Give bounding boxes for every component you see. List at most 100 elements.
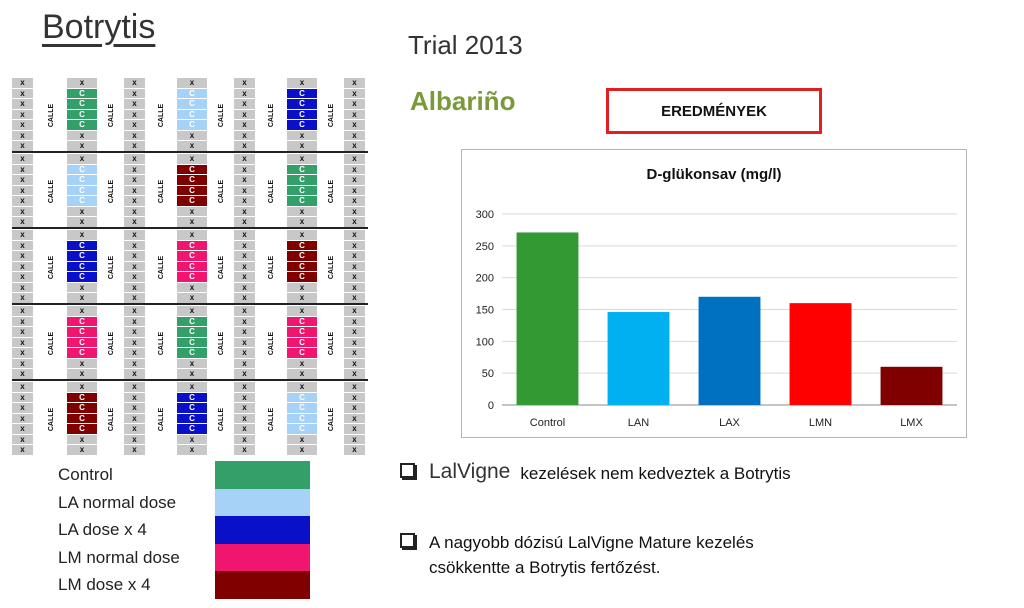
calle-column: CALLE [262, 381, 282, 457]
plot-cell-x: x [124, 392, 145, 402]
plot-cell-x: x [12, 164, 33, 174]
plot-cell-x: x [234, 316, 255, 326]
plot-cell-c: C [67, 196, 97, 206]
plot-cell-x: x [177, 130, 207, 140]
plot-cell-x: x [234, 240, 255, 250]
calle-column: CALLE [322, 305, 342, 381]
plot-cell-c: C [287, 120, 317, 130]
legend-label: LM normal dose [58, 548, 180, 567]
plot-cell-x: x [234, 78, 255, 88]
plot-cell-x: x [12, 175, 33, 185]
calle-column: CALLE [42, 229, 62, 305]
plot-cell-x: x [67, 78, 97, 88]
calle-column: CALLE [322, 77, 342, 153]
plot-cell-x: x [12, 327, 33, 337]
plot-cell-x: x [12, 382, 33, 392]
plot-cell-x: x [177, 369, 207, 379]
plot-cell-x: x [177, 434, 207, 444]
bullet-2-line-1: A nagyobb dózisú LalVigne Mature kezelés [429, 533, 754, 552]
plot-cell-x: x [12, 369, 33, 379]
plot-cell-x: x [344, 316, 365, 326]
plot-cell-x: x [344, 141, 365, 151]
plot-cell-x: x [234, 348, 255, 358]
plot-cell-x: x [287, 206, 317, 216]
plot-cell-x: x [287, 358, 317, 368]
calle-label: CALLE [158, 255, 166, 279]
plot-cell-x: x [234, 403, 255, 413]
calle-label: CALLE [328, 331, 336, 355]
plot-cell-x: x [177, 293, 207, 303]
legend-swatch [215, 489, 310, 517]
calle-column: CALLE [322, 153, 342, 229]
plot-cell-c: C [287, 109, 317, 119]
plot-cell-x: x [287, 445, 317, 455]
plot-cell-x: x [344, 434, 365, 444]
plot-cell-x: x [12, 424, 33, 434]
calle-label: CALLE [268, 179, 276, 203]
plot-cell-x: x [67, 293, 97, 303]
plot-cell-x: x [67, 217, 97, 227]
plot-cell-x: x [287, 382, 317, 392]
plot-cell-x: x [234, 217, 255, 227]
calle-column: CALLE [102, 305, 122, 381]
plot-cell-x: x [234, 130, 255, 140]
plot-cell-x: x [344, 78, 365, 88]
plot-cell-x: x [344, 154, 365, 164]
plot-cell-c: C [287, 175, 317, 185]
bar-lax [698, 296, 761, 405]
plot-cell-c: C [177, 327, 207, 337]
plot-cell-x: x [124, 282, 145, 292]
plot-cell-c: C [67, 327, 97, 337]
calle-label: CALLE [218, 103, 226, 127]
calle-column: CALLE [262, 77, 282, 153]
plot-cell-x: x [234, 272, 255, 282]
calle-column: CALLE [212, 305, 232, 381]
calle-column: CALLE [212, 153, 232, 229]
calle-label: CALLE [268, 255, 276, 279]
plot-cell-x: x [67, 282, 97, 292]
chart-title: D-glükonsav (mg/l) [646, 166, 782, 183]
grape-variety: Albariño [410, 86, 516, 116]
plot-cell-x: x [12, 403, 33, 413]
bar-lan [607, 312, 670, 405]
plot-cell-c: C [67, 120, 97, 130]
bar-lmn [789, 303, 852, 405]
calle-column: CALLE [152, 229, 172, 305]
plot-cell-x: x [12, 196, 33, 206]
plot-cell-x: x [124, 175, 145, 185]
plot-cell-x: x [124, 217, 145, 227]
plot-cell-c: C [287, 196, 317, 206]
calle-label: CALLE [158, 179, 166, 203]
plot-cell-x: x [177, 78, 207, 88]
slide-title: Botrytis [42, 8, 156, 46]
plot-cell-x: x [12, 185, 33, 195]
plot-cell-x: x [177, 445, 207, 455]
calle-column: CALLE [42, 381, 62, 457]
calle-column: CALLE [102, 153, 122, 229]
plot-cell-x: x [344, 230, 365, 240]
plot-cell-x: x [344, 99, 365, 109]
plot-cell-x: x [177, 382, 207, 392]
bullet-1-lead: LalVigne [429, 460, 511, 483]
plot-cell-x: x [234, 424, 255, 434]
calle-column: CALLE [42, 153, 62, 229]
plot-cell-x: x [124, 88, 145, 98]
calle-column: CALLE [42, 305, 62, 381]
plot-cell-x: x [124, 130, 145, 140]
plot-cell-x: x [234, 337, 255, 347]
plot-cell-x: x [12, 120, 33, 130]
legend-swatch [215, 516, 310, 544]
checkbox-bullet-icon [400, 463, 415, 478]
calle-column: CALLE [102, 77, 122, 153]
plot-cell-c: C [67, 99, 97, 109]
plot-cell-x: x [177, 141, 207, 151]
plot-cell-x: x [124, 369, 145, 379]
calle-label: CALLE [108, 103, 116, 127]
